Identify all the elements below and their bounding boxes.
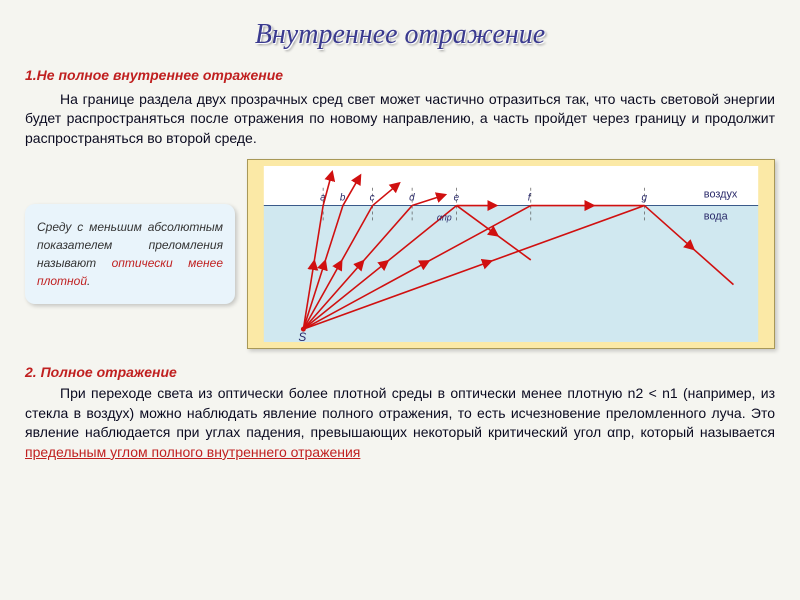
svg-text:S: S	[298, 330, 306, 342]
section2-heading: 2. Полное отражение	[25, 363, 775, 383]
callout-suffix: .	[87, 274, 90, 288]
page-title: Внутреннее отражение	[25, 15, 775, 54]
svg-text:воздух: воздух	[704, 188, 738, 200]
section1-body: На границе раздела двух прозрачных сред …	[25, 90, 775, 149]
callout-box: Среду с меньшим абсолютным показателем п…	[25, 204, 235, 304]
ray-diagram-svg: abcdeαпрfgSвоздухвода	[254, 166, 768, 342]
svg-text:c: c	[370, 192, 375, 203]
svg-text:αпр: αпр	[437, 212, 452, 222]
diagram-canvas: abcdeαпрfgSвоздухвода	[254, 166, 768, 342]
svg-text:g: g	[642, 192, 648, 203]
svg-text:d: d	[409, 192, 415, 203]
svg-text:вода: вода	[704, 210, 729, 222]
section2-body: При переходе света из оптически более пл…	[25, 384, 775, 462]
diagram-frame: abcdeαпрfgSвоздухвода	[247, 159, 775, 349]
section2-body-prefix: При переходе света из оптически более пл…	[25, 385, 775, 440]
svg-text:e: e	[454, 192, 460, 203]
mid-row: Среду с меньшим абсолютным показателем п…	[25, 159, 775, 349]
section1-heading: 1.Не полное внутреннее отражение	[25, 66, 775, 86]
limit-angle-term: предельным углом полного внутреннего отр…	[25, 444, 360, 460]
